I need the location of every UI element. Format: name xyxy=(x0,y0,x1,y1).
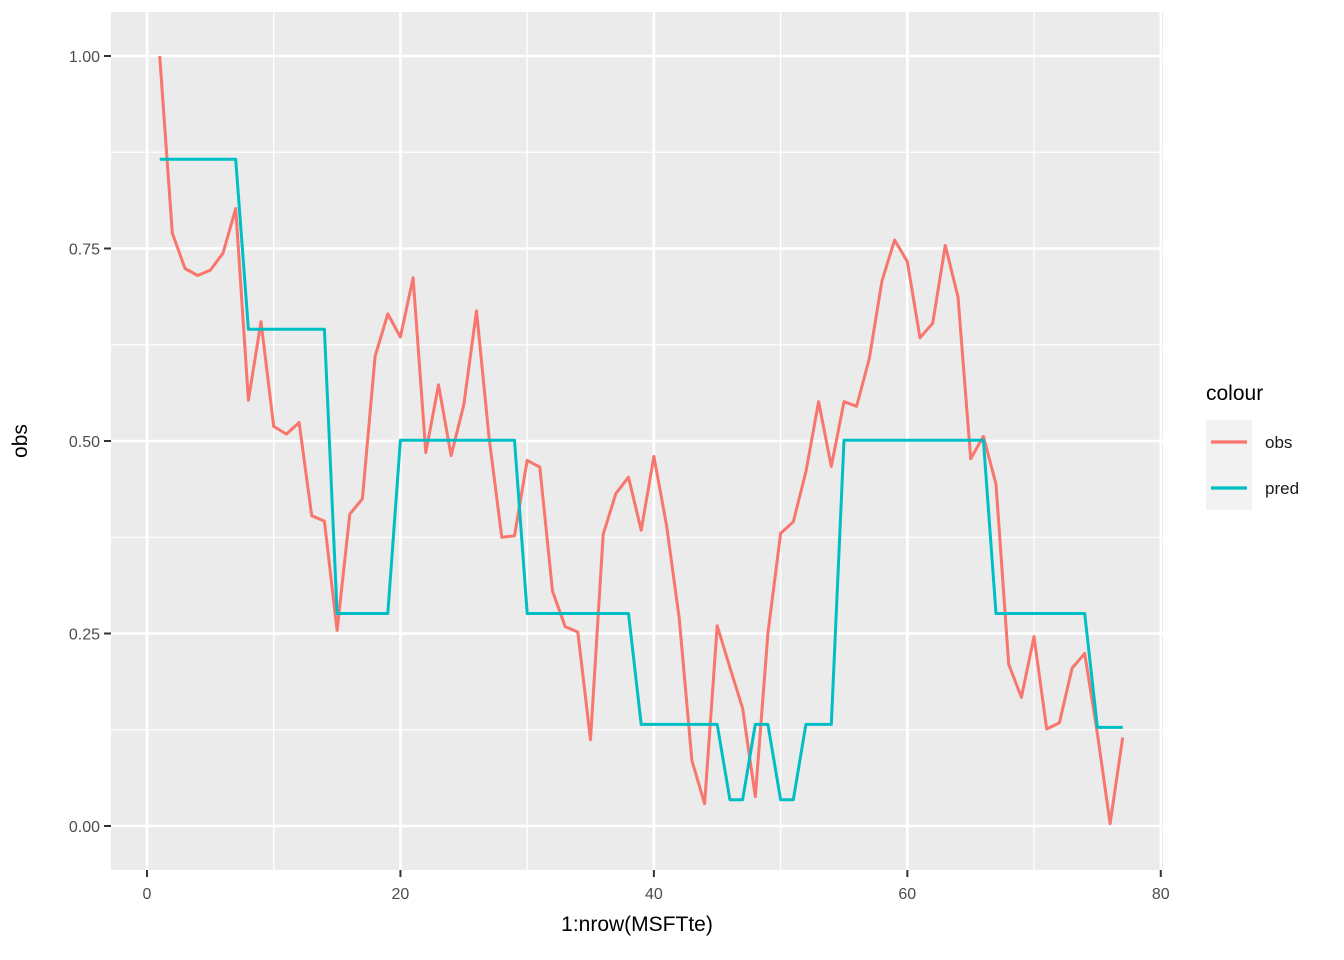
legend-label-pred: pred xyxy=(1265,479,1299,498)
y-tick-label: 1.00 xyxy=(69,49,100,66)
y-axis-title: obs xyxy=(9,424,32,458)
obs-line xyxy=(158,55,1125,826)
x-tick-label: 60 xyxy=(898,886,916,903)
legend-label-obs: obs xyxy=(1265,433,1292,452)
axis-tick-labels: 0 20 40 60 80 0.00 0.25 0.50 0.75 1.00 xyxy=(69,49,1170,903)
y-tick-label: 0.75 xyxy=(69,242,100,259)
y-tick-label: 0.25 xyxy=(69,627,100,644)
y-tick-label: 0.00 xyxy=(69,819,100,836)
legend: colour obs pred xyxy=(1206,382,1299,510)
x-tick-label: 80 xyxy=(1152,886,1170,903)
x-tick-label: 0 xyxy=(143,886,152,903)
x-tick-label: 20 xyxy=(392,886,410,903)
axis-ticks xyxy=(104,55,1162,877)
y-tick-label: 0.50 xyxy=(69,434,100,451)
legend-title: colour xyxy=(1206,382,1263,405)
data-series xyxy=(158,55,1125,826)
x-axis-title: 1:nrow(MSFTte) xyxy=(561,913,713,936)
x-tick-label: 40 xyxy=(645,886,663,903)
pred-line xyxy=(159,157,1123,802)
